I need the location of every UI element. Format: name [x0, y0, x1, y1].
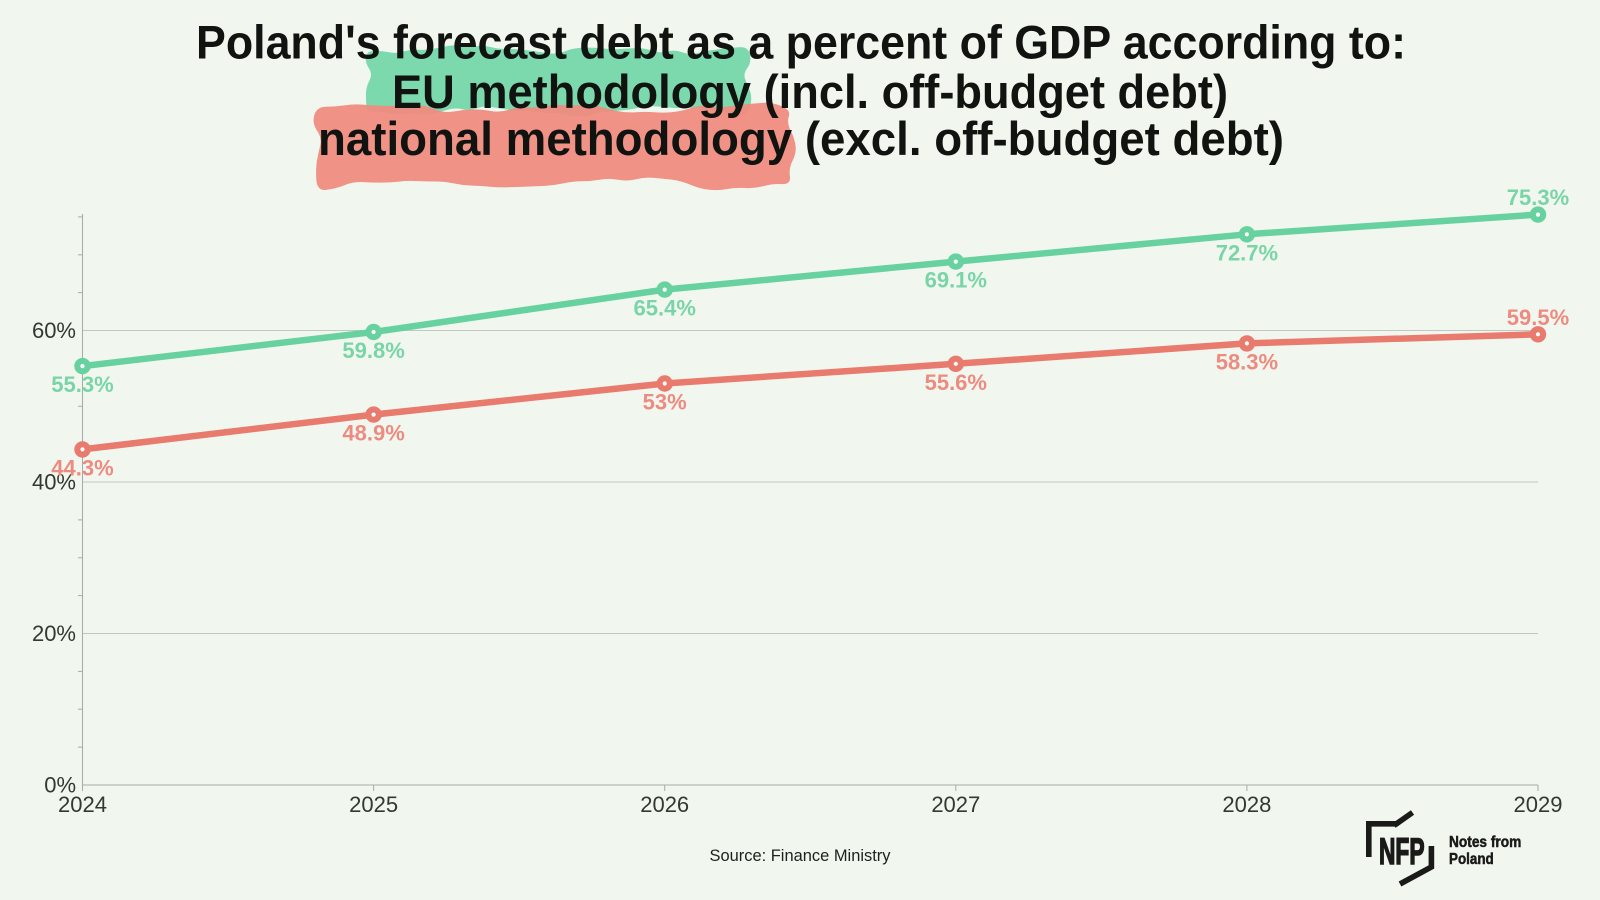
svg-text:65.4%: 65.4% — [634, 296, 696, 321]
svg-text:Poland's forecast debt as a pe: Poland's forecast debt as a percent of G… — [196, 16, 1406, 69]
svg-text:2025: 2025 — [349, 792, 398, 817]
svg-text:75.3%: 75.3% — [1507, 185, 1569, 210]
svg-text:48.9%: 48.9% — [342, 421, 404, 446]
svg-text:NFP: NFP — [1379, 831, 1425, 872]
svg-text:EU methodology (incl. off-budg: EU methodology (incl. off-budget debt) — [392, 65, 1228, 118]
svg-text:2028: 2028 — [1222, 792, 1271, 817]
svg-text:59.5%: 59.5% — [1507, 305, 1569, 330]
svg-text:55.6%: 55.6% — [925, 370, 987, 395]
svg-text:72.7%: 72.7% — [1216, 240, 1278, 265]
svg-text:60%: 60% — [32, 318, 76, 343]
svg-text:national methodology (excl. of: national methodology (excl. off-budget d… — [318, 112, 1284, 165]
svg-text:20%: 20% — [32, 621, 76, 646]
svg-text:44.3%: 44.3% — [51, 455, 113, 480]
svg-text:40%: 40% — [32, 470, 76, 495]
svg-text:Poland: Poland — [1449, 851, 1494, 868]
svg-text:2027: 2027 — [931, 792, 980, 817]
svg-text:2026: 2026 — [640, 792, 689, 817]
svg-text:2024: 2024 — [58, 792, 107, 817]
svg-text:55.3%: 55.3% — [51, 372, 113, 397]
svg-text:53%: 53% — [643, 390, 687, 415]
svg-text:Notes from: Notes from — [1449, 834, 1521, 851]
svg-text:Source: Finance Ministry: Source: Finance Ministry — [710, 846, 891, 865]
svg-text:59.8%: 59.8% — [342, 338, 404, 363]
svg-text:0%: 0% — [44, 773, 76, 798]
svg-text:69.1%: 69.1% — [925, 268, 987, 293]
svg-text:2029: 2029 — [1514, 792, 1563, 817]
svg-text:58.3%: 58.3% — [1216, 349, 1278, 374]
